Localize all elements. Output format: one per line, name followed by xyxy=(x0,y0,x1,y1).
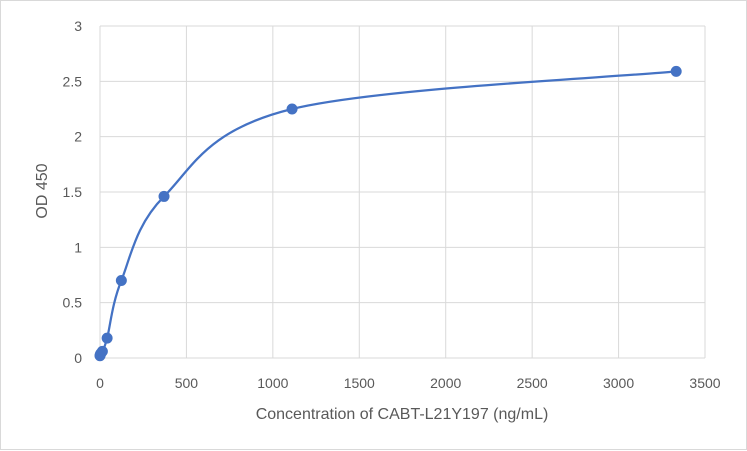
x-tick-label: 1500 xyxy=(344,375,375,391)
x-tick-label: 2500 xyxy=(517,375,548,391)
gridlines xyxy=(99,25,706,359)
data-point xyxy=(286,103,298,115)
x-axis: 0 500 1000 1500 2000 2500 3000 3500 xyxy=(96,375,721,391)
x-tick-label: 500 xyxy=(175,375,199,391)
y-tick-label: 1 xyxy=(74,239,82,255)
series-layer xyxy=(94,65,682,362)
x-tick-label: 3500 xyxy=(689,375,720,391)
y-axis: 0 0.5 1 1.5 2 2.5 3 xyxy=(63,18,83,366)
y-axis-title: OD 450 xyxy=(34,163,51,218)
y-tick-label: 2 xyxy=(74,129,82,145)
y-tick-label: 3 xyxy=(74,18,82,34)
x-axis-title: Concentration of CABT-L21Y197 (ng/mL) xyxy=(256,406,549,423)
y-tick-label: 2.5 xyxy=(63,73,83,89)
x-tick-label: 0 xyxy=(96,375,104,391)
x-tick-label: 3000 xyxy=(603,375,634,391)
data-point xyxy=(670,65,682,77)
data-point xyxy=(158,190,170,202)
y-tick-label: 1.5 xyxy=(63,184,83,200)
data-point xyxy=(101,332,113,344)
x-tick-label: 1000 xyxy=(257,375,288,391)
data-point xyxy=(115,275,127,287)
data-point xyxy=(96,345,108,357)
x-tick-label: 2000 xyxy=(430,375,461,391)
y-tick-label: 0 xyxy=(74,350,82,366)
y-tick-label: 0.5 xyxy=(63,295,83,311)
